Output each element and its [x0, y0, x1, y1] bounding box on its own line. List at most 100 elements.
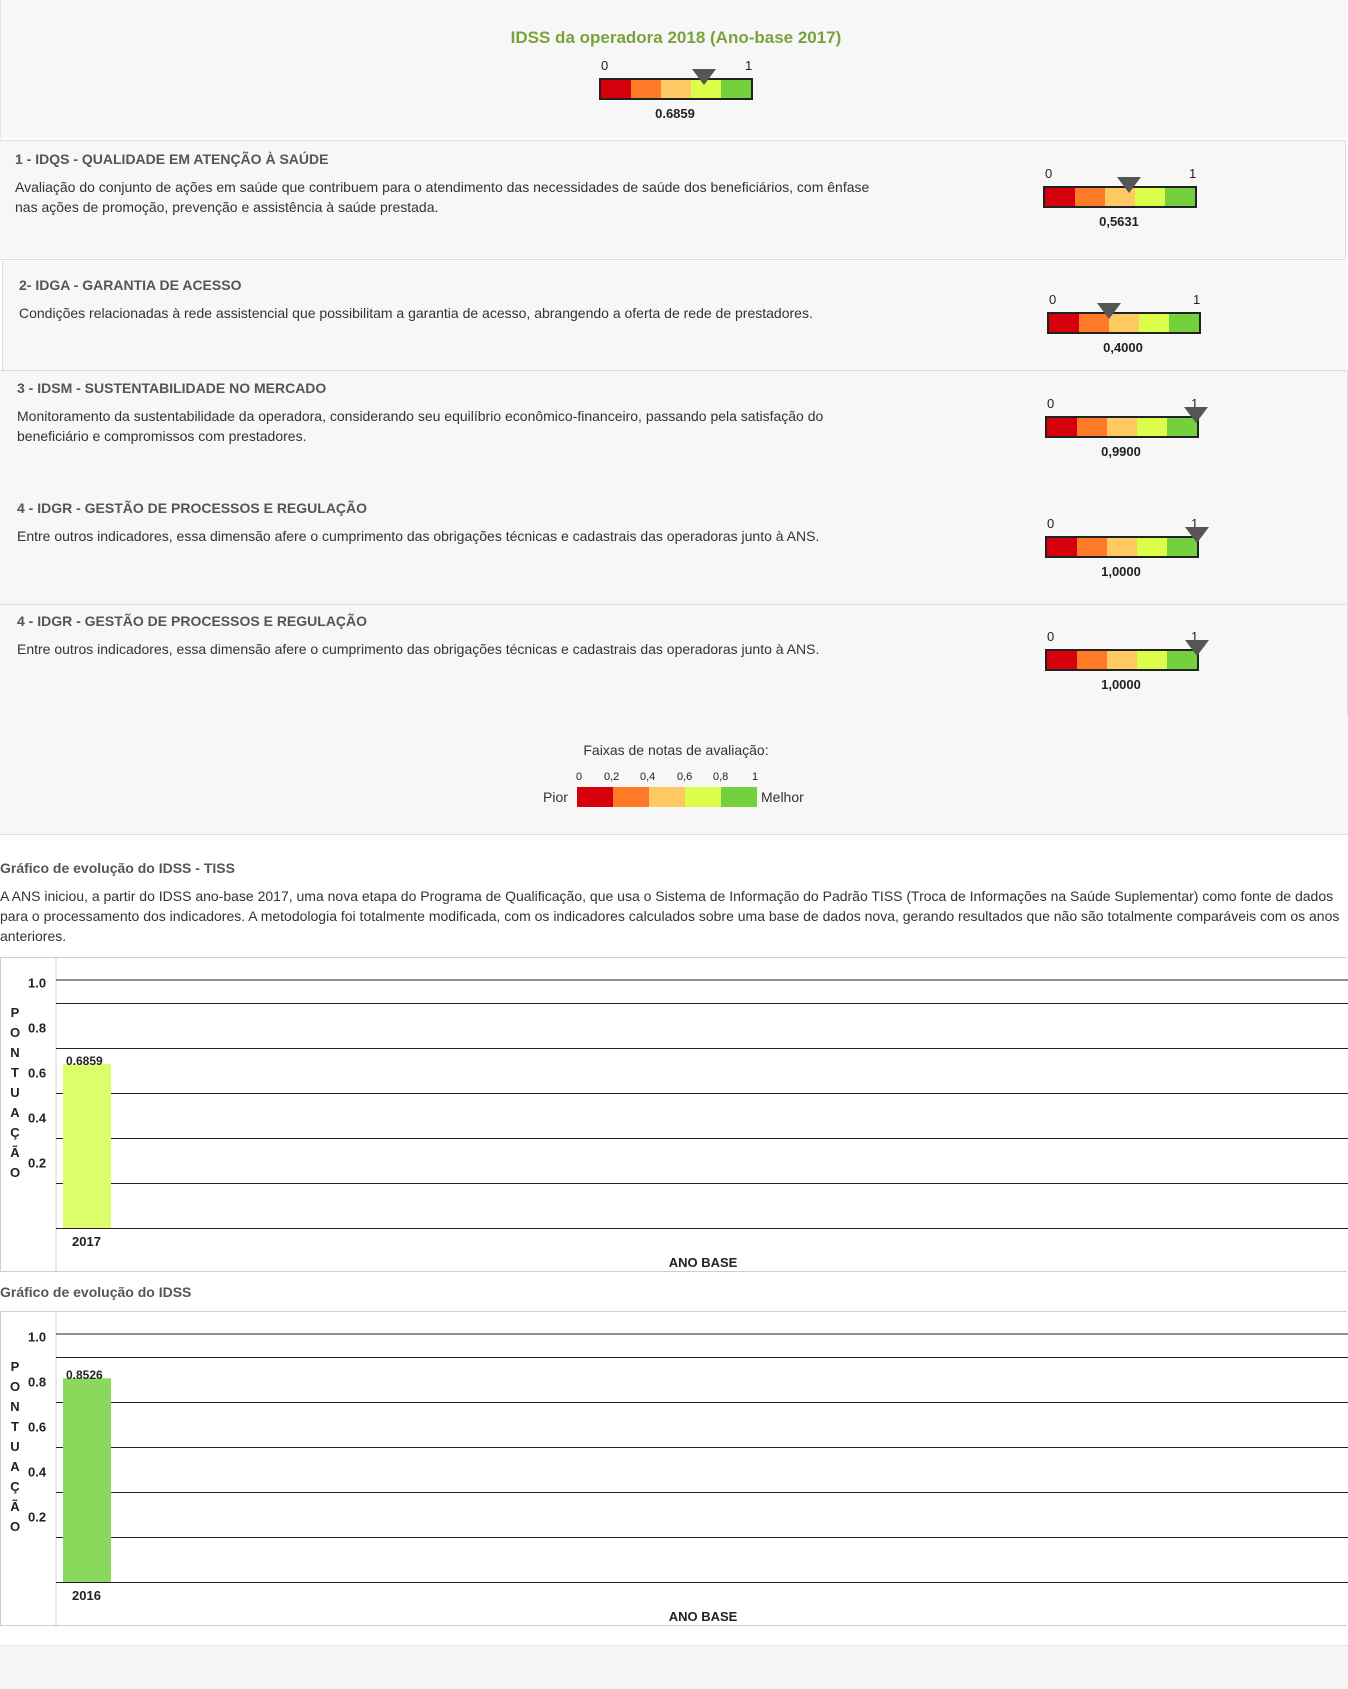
- gauge-segment: [1165, 188, 1195, 206]
- tiss-chart-title: Gráfico de evolução do IDSS - TISS: [0, 860, 235, 876]
- gauge-value: 1,0000: [1101, 677, 1141, 692]
- y-tick-label: 0.4: [28, 1465, 47, 1480]
- gauge-color-bar: [1047, 312, 1201, 334]
- gauge-value: 0,4000: [1103, 340, 1143, 355]
- legend-swatch: [613, 787, 649, 807]
- gauge-segment: [1049, 314, 1079, 332]
- gauge-segment: [661, 80, 691, 98]
- chart-canvas: 0.2 0.4 0.6 0.8 1.0 0.6859 2017 ANO BASE: [28, 958, 1348, 1273]
- gauge-min-label: 0: [601, 58, 609, 73]
- legend-tick: 1: [752, 771, 759, 783]
- gauge-marker-icon: [1097, 303, 1121, 319]
- dimension-title: 2- IDGA - GARANTIA DE ACESSO: [19, 277, 242, 293]
- idsm-gauge: 0 1 0,9900: [1045, 396, 1208, 460]
- legend-swatch: [577, 787, 613, 807]
- gauge-segment: [1137, 418, 1167, 436]
- legend-tick: 0,4: [640, 771, 656, 783]
- legend-title: Faixas de notas de avaliação:: [583, 742, 769, 758]
- dimension-description: Avaliação do conjunto de ações em saúde …: [15, 179, 870, 215]
- y-tick-label: 1.0: [28, 976, 46, 991]
- legend-tick: 0,2: [604, 771, 620, 783]
- gauge-segment: [631, 80, 661, 98]
- gauge-min-label: 0: [1047, 516, 1055, 531]
- idqs-gauge: 0 1 0,5631: [1043, 166, 1197, 230]
- gauge-color-bar: [1045, 416, 1199, 438]
- gauge-max-label: 1: [1189, 166, 1197, 181]
- y-tick-label: 0.6: [28, 1066, 46, 1081]
- x-tick-label: 2017: [72, 1234, 101, 1249]
- page-title: IDSS da operadora 2018 (Ano-base 2017): [510, 28, 842, 47]
- tiss-description: A ANS iniciou, a partir do IDSS ano-base…: [0, 888, 1340, 944]
- dimension-title: 1 - IDQS - QUALIDADE EM ATENÇÃO À SAÚDE: [15, 151, 329, 167]
- gauge-marker-icon: [1117, 177, 1142, 193]
- gauge-segment: [1107, 651, 1137, 669]
- y-axis-title: PONTUAÇÃO: [9, 1005, 21, 1180]
- gauge-value: 1,0000: [1101, 564, 1141, 579]
- gauge-segment: [1077, 418, 1107, 436]
- gauge-segment: [1077, 538, 1107, 556]
- dimension-panel-idqs: 1 - IDQS - QUALIDADE EM ATENÇÃO À SAÚDE …: [0, 140, 1346, 260]
- gauge-value: 0.6859: [655, 106, 695, 121]
- legend-tick: 0: [576, 771, 583, 783]
- gauge-segment: [1169, 314, 1199, 332]
- gauge-segment: [1047, 651, 1077, 669]
- y-tick-label: 0.6: [28, 1420, 46, 1435]
- dimension-description: Entre outros indicadores, essa dimensão …: [17, 641, 820, 657]
- page-footer: [0, 1645, 1348, 1689]
- chart-bar: [63, 1064, 111, 1228]
- gauge-segment: [1137, 651, 1167, 669]
- gauge-min-label: 0: [1045, 166, 1053, 181]
- y-tick-label: 1.0: [28, 1330, 46, 1345]
- legend-swatch: [649, 787, 685, 807]
- gauge-segment: [1139, 314, 1169, 332]
- idss-summary-block: [0, 0, 1347, 138]
- y-axis-title: PONTUAÇÃO: [9, 1359, 21, 1534]
- gauge-color-bar: [1045, 536, 1199, 558]
- idgr-gauge: 0 1 1,0000: [1045, 516, 1209, 580]
- idss-evolution-chart: 0.2 0.4 0.6 0.8 1.0 0.8526 2016 ANO BASE PONTUAÇ…: [0, 1311, 1348, 1627]
- dimension-panel-idsm: 3 - IDSM - SUSTENTABILIDADE NO MERCADO M…: [0, 370, 1348, 604]
- gauge-marker-icon: [1183, 407, 1208, 423]
- legend-worst-label: Pior: [543, 789, 568, 805]
- gauge-max-label: 1: [1191, 396, 1199, 411]
- legend-swatch: [721, 787, 757, 807]
- tiss-evolution-chart: 0.2 0.4 0.6 0.8 1.0 0.6859 2017 ANO BASE PONTUAÇ…: [0, 957, 1348, 1273]
- dimension-description: Entre outros indicadores, essa dimensão …: [17, 528, 820, 544]
- gauge-value: 0,9900: [1101, 444, 1141, 459]
- gauge-segment: [721, 80, 751, 98]
- gauge-min-label: 0: [1049, 292, 1057, 307]
- idss-chart-title: Gráfico de evolução do IDSS: [0, 1284, 192, 1300]
- idga-gauge: 0 1 0,4000: [1047, 292, 1201, 356]
- y-tick-label: 0.2: [28, 1510, 46, 1525]
- bar-value-label: 0.8526: [66, 1368, 103, 1382]
- legend-best-label: Melhor: [761, 789, 804, 805]
- gauge-segment: [1047, 538, 1077, 556]
- dimension-title: 4 - IDGR - GESTÃO DE PROCESSOS E REGULAÇ…: [17, 613, 368, 629]
- legend-tick: 0,6: [677, 771, 693, 783]
- dimension-description: Condições relacionadas à rede assistenci…: [19, 305, 813, 321]
- dimension-title: 3 - IDSM - SUSTENTABILIDADE NO MERCADO: [17, 380, 327, 396]
- gauge-marker-icon: [1185, 527, 1209, 543]
- gauge-min-label: 0: [1047, 629, 1055, 644]
- gauge-max-label: 1: [1191, 629, 1199, 644]
- gauge-max-label: 1: [1191, 516, 1199, 531]
- gauge-color-bar: [599, 78, 753, 100]
- gauge-marker-icon: [1185, 640, 1209, 656]
- gauge-min-label: 0: [1047, 396, 1055, 411]
- gauge-segment: [601, 80, 631, 98]
- x-axis-title: ANO BASE: [669, 1255, 738, 1270]
- legend-block: [0, 716, 1348, 835]
- gauge-segment: [1107, 538, 1137, 556]
- y-tick-label: 0.2: [28, 1156, 46, 1171]
- legend-color-scale: [577, 787, 757, 807]
- legend-swatch: [685, 787, 721, 807]
- gauge-max-label: 1: [745, 58, 753, 73]
- y-tick-label: 0.8: [28, 1375, 46, 1390]
- gauge-segment: [1045, 188, 1075, 206]
- x-axis-title: ANO BASE: [669, 1609, 738, 1624]
- bar-value-label: 0.6859: [66, 1054, 103, 1068]
- legend-tick: 0,8: [713, 771, 729, 783]
- gauge-color-bar: [1045, 649, 1199, 671]
- gauge-segment: [1135, 188, 1165, 206]
- dimension-description: Monitoramento da sustentabilidade da ope…: [17, 408, 824, 444]
